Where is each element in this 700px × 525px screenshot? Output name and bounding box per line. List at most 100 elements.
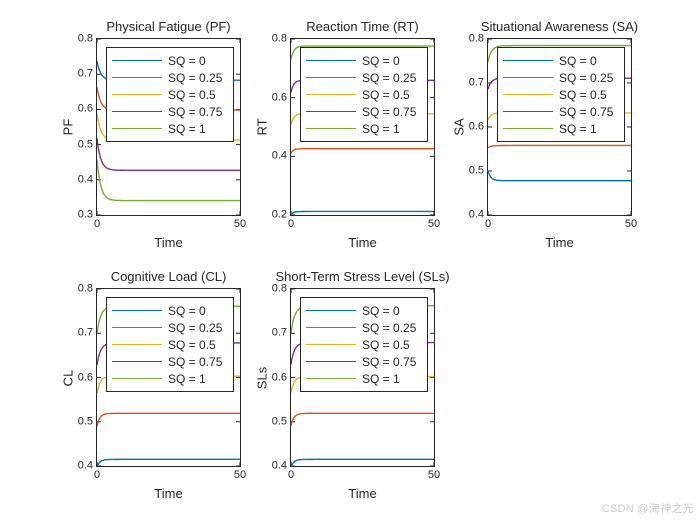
- y-tick-label: 0.4: [77, 173, 93, 186]
- legend-entry: SQ = 0.75: [107, 353, 233, 370]
- legend-line-sample: [503, 128, 553, 129]
- y-tick-label: 0.6: [271, 91, 287, 104]
- legend-entry: SQ = 1: [107, 370, 233, 387]
- y-tick-label: 0.8: [271, 32, 287, 45]
- legend-line-sample: [112, 60, 162, 61]
- x-axis-label: Time: [154, 235, 183, 250]
- x-tick-label: 0: [287, 218, 295, 230]
- legend-entry-label: SQ = 0.25: [168, 70, 223, 85]
- legend-entry: SQ = 0.25: [107, 319, 233, 336]
- y-tick-label: 0.8: [77, 32, 93, 45]
- x-tick-label: 50: [233, 218, 247, 230]
- legend-entry: SQ = 1: [107, 120, 233, 137]
- legend-entry-label: SQ = 1: [362, 121, 400, 136]
- legend-entry: SQ = 0.5: [498, 86, 624, 103]
- legend-entry-label: SQ = 1: [168, 121, 206, 136]
- y-axis-label: RT: [254, 118, 270, 136]
- subplot-title: Situational Awareness (SA): [480, 19, 639, 34]
- legend-entry-label: SQ = 0: [559, 53, 597, 68]
- series-line: [291, 210, 434, 215]
- series-line: [97, 458, 240, 466]
- x-axis-label: Time: [348, 486, 377, 501]
- legend-entry-label: SQ = 0.25: [168, 320, 223, 335]
- legend-line-sample: [306, 128, 356, 129]
- legend-entry-label: SQ = 0.5: [168, 337, 216, 352]
- y-tick-label: 0.8: [271, 282, 287, 295]
- legend-line-sample: [306, 94, 356, 95]
- y-tick-label: 0.7: [468, 76, 484, 89]
- legend-line-sample: [112, 128, 162, 129]
- legend-entry-label: SQ = 0.5: [362, 337, 410, 352]
- x-tick-label: 0: [287, 469, 295, 481]
- legend-entry-label: SQ = 0: [168, 53, 206, 68]
- y-tick-label: 0.5: [468, 164, 484, 177]
- series-line: [291, 458, 434, 466]
- legend-entry: SQ = 0.25: [301, 69, 427, 86]
- legend-entry-label: SQ = 0.75: [362, 354, 417, 369]
- y-tick-label: 0.3: [77, 208, 93, 221]
- legend: SQ = 0 SQ = 0.25 SQ = 0.5 SQ = 0.75 SQ = 1: [300, 47, 428, 142]
- y-axis-label: SA: [451, 118, 467, 136]
- legend-entry: SQ = 0: [301, 52, 427, 69]
- subplot-title: Reaction Time (RT): [306, 19, 419, 34]
- subplot-title: Cognitive Load (CL): [110, 269, 227, 284]
- subplot-situational-awareness: Situational Awareness (SA) SA Time SQ = …: [452, 19, 639, 250]
- y-tick-label: 0.5: [77, 415, 93, 428]
- y-tick-label: 0.5: [77, 138, 93, 151]
- legend-entry: SQ = 0.25: [301, 319, 427, 336]
- legend-line-sample: [112, 344, 162, 345]
- x-tick-label: 50: [427, 469, 441, 481]
- legend-line-sample: [306, 60, 356, 61]
- legend-line-sample: [112, 361, 162, 362]
- legend-entry: SQ = 0: [107, 302, 233, 319]
- legend: SQ = 0 SQ = 0.25 SQ = 0.5 SQ = 0.75 SQ = 1: [300, 297, 428, 392]
- y-tick-label: 0.7: [77, 67, 93, 80]
- series-line: [291, 148, 434, 154]
- legend-entry-label: SQ = 0.5: [559, 87, 607, 102]
- y-tick-label: 0.4: [271, 149, 287, 162]
- legend-entry: SQ = 0: [301, 302, 427, 319]
- subplot-title: Physical Fatigue (PF): [106, 19, 231, 34]
- x-axis-label: Time: [545, 235, 574, 250]
- legend-entry-label: SQ = 0.75: [559, 104, 614, 119]
- subplot-reaction-time: Reaction Time (RT) RT Time SQ = 0 SQ = 0.…: [255, 19, 441, 250]
- y-tick-label: 0.7: [271, 326, 287, 339]
- legend-entry: SQ = 0.25: [498, 69, 624, 86]
- x-tick-label: 0: [484, 218, 492, 230]
- series-line: [291, 45, 434, 60]
- legend-entry: SQ = 0.75: [301, 353, 427, 370]
- y-tick-label: 0.4: [468, 208, 484, 221]
- subplot-cognitive-load: Cognitive Load (CL) CL Time SQ = 0 SQ = 0…: [61, 269, 247, 501]
- x-axis-label: Time: [154, 486, 183, 501]
- legend-line-sample: [503, 60, 553, 61]
- y-tick-label: 0.5: [271, 415, 287, 428]
- legend-line-sample: [306, 111, 356, 112]
- x-tick-label: 50: [233, 469, 247, 481]
- legend-line-sample: [306, 361, 356, 362]
- legend: SQ = 0 SQ = 0.25 SQ = 0.5 SQ = 0.75 SQ = 1: [497, 47, 625, 142]
- legend-line-sample: [503, 111, 553, 112]
- legend-line-sample: [112, 94, 162, 95]
- watermark: CSDN @海神之光: [601, 503, 694, 515]
- legend-entry-label: SQ = 0.25: [559, 70, 614, 85]
- y-axis-label: SLs: [254, 366, 270, 389]
- y-tick-label: 0.4: [271, 459, 287, 472]
- legend-entry-label: SQ = 0: [168, 303, 206, 318]
- legend-entry-label: SQ = 0.25: [362, 320, 417, 335]
- legend-line-sample: [112, 111, 162, 112]
- legend-line-sample: [112, 77, 162, 78]
- legend-line-sample: [112, 310, 162, 311]
- legend-line-sample: [112, 327, 162, 328]
- series-line: [488, 44, 631, 62]
- y-tick-label: 0.6: [271, 371, 287, 383]
- y-tick-label: 0.8: [468, 32, 484, 45]
- legend-entry: SQ = 0.5: [301, 336, 427, 353]
- legend-line-sample: [306, 77, 356, 78]
- legend-line-sample: [112, 378, 162, 379]
- x-axis-label: Time: [348, 235, 377, 250]
- legend-entry-label: SQ = 0.75: [168, 354, 223, 369]
- legend-entry: SQ = 0.75: [301, 103, 427, 120]
- y-tick-label: 0.6: [77, 102, 93, 115]
- legend-entry-label: SQ = 1: [559, 121, 597, 136]
